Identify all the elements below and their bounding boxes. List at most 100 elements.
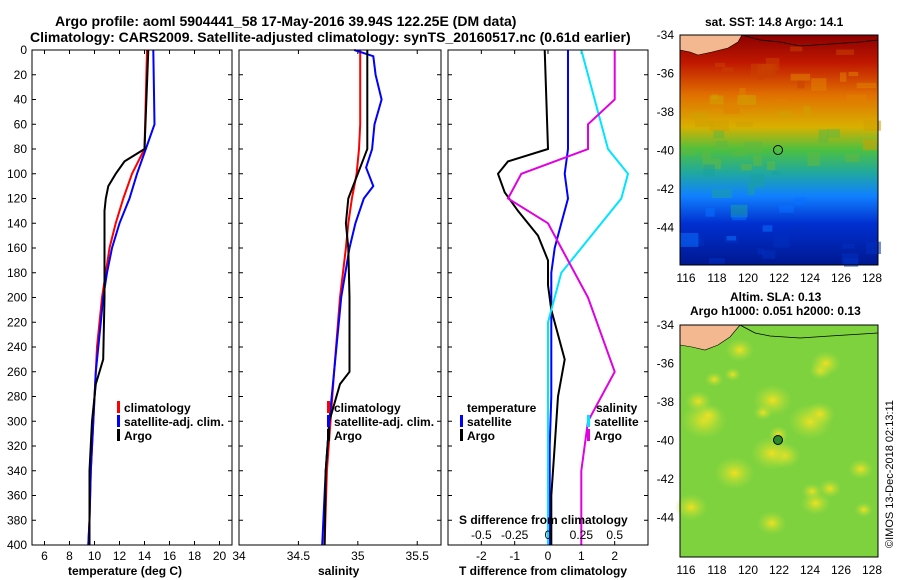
temperature-frame: [31, 49, 233, 546]
sst-patch: [772, 171, 780, 176]
lon-tick-label: 124: [800, 271, 820, 285]
title-line-2: Climatology: CARS2009. Satellite-adjuste…: [30, 29, 631, 45]
series-line-salinity-satellite: [547, 49, 630, 545]
legend-swatch-argo: [327, 429, 330, 441]
sst-patch: [715, 62, 726, 68]
sst-patch: [827, 129, 841, 138]
legend-t-argo: Argo: [467, 429, 495, 443]
x-tick-label: 2: [611, 549, 618, 563]
sst-patch: [790, 46, 803, 52]
series-line-satellite-adj-clim-: [321, 49, 383, 546]
lon-tick-label: 126: [831, 271, 851, 285]
series-line-temperature-argo: [496, 49, 566, 545]
temperature-legend: climatology satellite-adj. clim. Argo: [117, 401, 224, 443]
x-tick-label: 16: [163, 549, 177, 563]
sst-coastline: [741, 34, 879, 47]
legend-swatch-s-argo: [587, 429, 590, 441]
x-tick-label: 0: [545, 549, 552, 563]
lat-tick-label: -44: [657, 221, 675, 235]
s-difference-label: S difference from climatology: [459, 513, 628, 527]
sla-patch: [725, 338, 755, 362]
depth-tick-label: 400: [7, 538, 27, 552]
difference-panel: -2 -1 0 1 2 -0.5 -0.25 0 0.25 0.5 S difference f…: [447, 49, 649, 578]
x-tick-label: 12: [113, 549, 127, 563]
sst-patch: [863, 120, 882, 131]
x-tick-label: 34: [232, 549, 246, 563]
sla-patch: [804, 401, 836, 427]
sla-patch: [704, 372, 724, 387]
sst-patch: [790, 73, 811, 81]
s-diff-tick-label: -0.25: [501, 528, 529, 542]
lon-tick-label: 122: [769, 271, 789, 285]
depth-tick-label: 40: [14, 93, 28, 107]
legend-swatch-satellite: [117, 415, 120, 427]
lat-tick-label: -44: [657, 511, 675, 525]
sla-land: [679, 324, 741, 351]
series-line-climatology: [87, 49, 148, 546]
sla-argo-marker: [773, 435, 783, 445]
sla-patch: [800, 491, 831, 516]
sst-patch: [701, 150, 712, 159]
sla-patch: [750, 436, 793, 471]
sst-patch: [779, 204, 794, 213]
sst-patch: [713, 130, 725, 139]
legend-argo: Argo: [124, 429, 152, 443]
sst-patch: [844, 258, 859, 267]
legend-swatch-t-satellite: [460, 415, 463, 427]
lat-tick-label: -42: [657, 472, 675, 486]
legend-climatology: climatology: [334, 401, 401, 415]
sst-patch: [747, 182, 755, 196]
sst-patch: [761, 64, 777, 78]
lon-tick-label: 128: [862, 271, 882, 285]
depth-tick-label: 220: [7, 315, 27, 329]
sst-patch: [807, 152, 820, 166]
depth-tick-label: 260: [7, 365, 27, 379]
lon-tick-label: 120: [738, 271, 758, 285]
sla-patch: [854, 502, 874, 518]
s-diff-tick-label: 0: [545, 528, 552, 542]
depth-tick-label: 240: [7, 340, 27, 354]
lon-tick-label: 122: [769, 563, 789, 577]
salinity-legend: climatology satellite-adj. clim. Argo: [327, 401, 434, 443]
sst-patch: [773, 235, 790, 248]
sst-patch: [797, 80, 805, 89]
sst-patch: [818, 129, 829, 144]
legend-title-salinity: salinity: [596, 401, 638, 415]
x-tick-label: 20: [213, 549, 227, 563]
lat-tick-label: -34: [657, 318, 675, 332]
sst-patch: [723, 105, 740, 114]
legend-climatology: climatology: [124, 401, 191, 415]
depth-tick-label: 20: [14, 68, 28, 82]
legend-swatch-t-argo: [460, 429, 463, 441]
sla-map: Altim. SLA: 0.13 Argo h1000: 0.051 h2000…: [657, 290, 883, 577]
legend-swatch-climatology: [327, 401, 330, 413]
s-diff-tick-label: 0.5: [606, 528, 623, 542]
sla-texture: [674, 338, 874, 535]
sst-patch: [856, 82, 877, 89]
series-line-climatology: [323, 50, 362, 546]
sst-patch: [794, 197, 806, 205]
sst-patch: [737, 95, 757, 106]
lon-tick-label: 118: [707, 563, 726, 577]
sst-patch: [739, 88, 746, 102]
sla-patch: [695, 405, 722, 427]
sst-patch: [757, 248, 765, 255]
sla-patch: [752, 384, 793, 417]
x-tick-label: 35.5: [406, 549, 430, 563]
series-line-temperature-satellite: [548, 50, 570, 545]
x-tick-label: 10: [88, 549, 102, 563]
legend-argo: Argo: [334, 429, 362, 443]
x-tick-label: 14: [138, 549, 152, 563]
sst-patch: [702, 158, 722, 170]
lon-tick-label: 128: [862, 563, 882, 577]
depth-tick-label: 340: [7, 464, 27, 478]
sst-land: [679, 34, 743, 56]
sst-argo-marker: [773, 145, 783, 155]
sst-patch: [712, 189, 732, 198]
temperature-xlabel: temperature (deg C): [68, 564, 182, 578]
sst-patch: [767, 161, 776, 170]
sst-patch: [862, 139, 877, 151]
sst-patch: [751, 63, 770, 76]
lon-tick-label: 120: [738, 563, 758, 577]
series-line-argo: [88, 49, 150, 545]
